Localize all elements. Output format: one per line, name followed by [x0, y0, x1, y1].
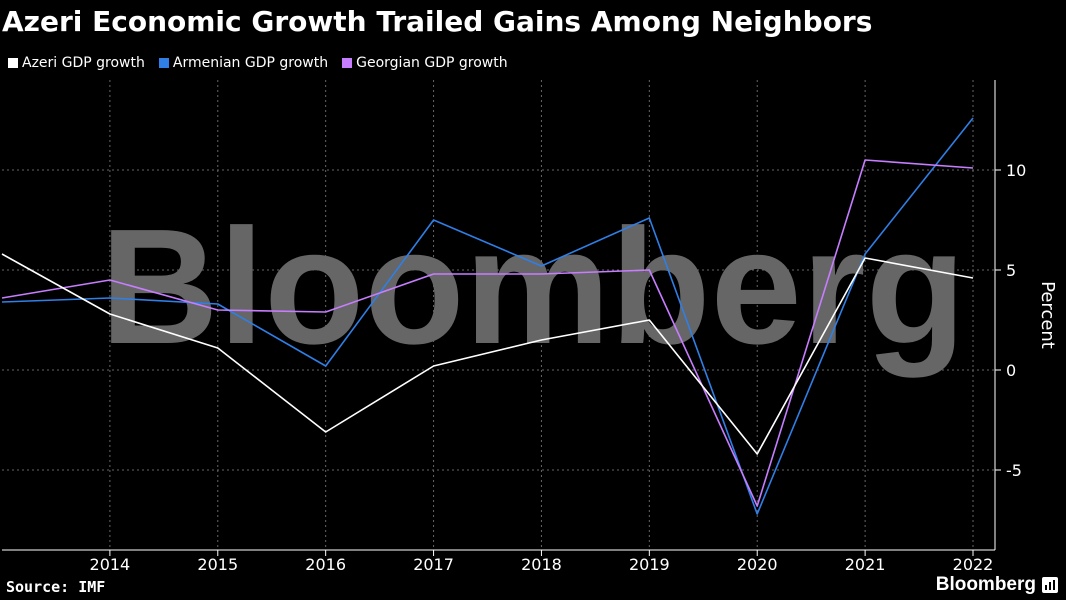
x-tick-label: 2018 [521, 555, 562, 574]
x-tick-label: 2016 [305, 555, 346, 574]
chart-title: Azeri Economic Growth Trailed Gains Amon… [2, 5, 873, 38]
x-tick-label: 2019 [629, 555, 670, 574]
y-tick-label: 10 [1006, 161, 1026, 180]
series-line-armenian [1, 117, 974, 515]
legend-label-armenian: Armenian GDP growth [172, 55, 329, 71]
legend-swatch-georgian [342, 58, 353, 68]
chart-legend: Azeri GDP growth Armenian GDP growth Geo… [8, 53, 508, 73]
legend-item-azeri: Azeri GDP growth [8, 55, 145, 71]
series-line-georgian [1, 159, 974, 507]
watermark-text: Bloomberg [100, 195, 966, 378]
x-tick-label: 2017 [413, 555, 454, 574]
legend-swatch-azeri [8, 58, 18, 68]
legend-item-armenian: Armenian GDP growth [158, 55, 329, 71]
x-tick-label: 2021 [845, 555, 886, 574]
x-tick-label: 2020 [737, 555, 778, 574]
series-line-azeri [1, 253, 974, 455]
x-tick-label: 2015 [197, 555, 238, 574]
x-tick-label: 2014 [90, 555, 131, 574]
x-tick-label: 2022 [953, 555, 994, 574]
y-tick-label: 0 [1006, 361, 1016, 380]
legend-label-georgian: Georgian GDP growth [356, 55, 508, 71]
source-note: Source: IMF [6, 578, 106, 596]
legend-label-azeri: Azeri GDP growth [22, 55, 145, 71]
legend-swatch-armenian [158, 58, 169, 68]
y-tick-label: -5 [1006, 461, 1022, 480]
bloomberg-logo: Bloomberg [935, 574, 1036, 595]
y-tick-label: 5 [1006, 261, 1016, 280]
bloomberg-terminal-icon [1042, 577, 1058, 593]
legend-item-georgian: Georgian GDP growth [342, 55, 508, 71]
y-axis-label: Percent [1037, 281, 1058, 349]
